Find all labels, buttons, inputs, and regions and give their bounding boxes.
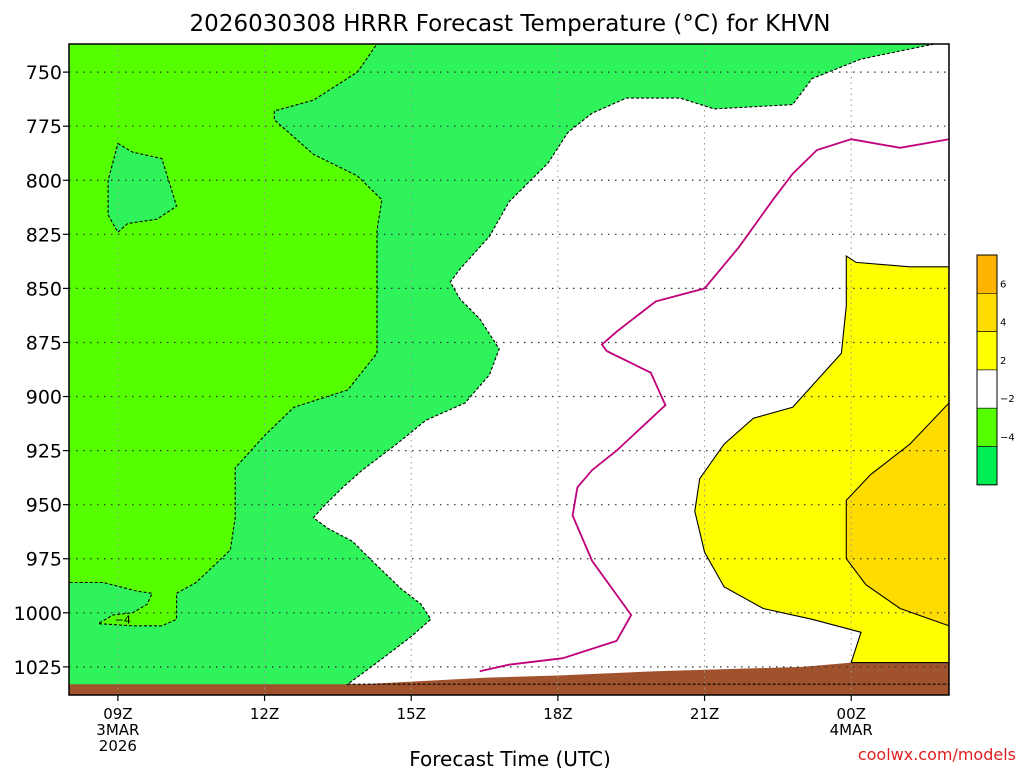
fill-region-4 xyxy=(846,403,949,626)
x-tick-label: 21Z xyxy=(690,705,719,723)
legend-swatch xyxy=(976,331,998,371)
x-tick-label: 18Z xyxy=(543,705,572,723)
plot-frame xyxy=(68,43,950,696)
x-axis-label: Forecast Time (UTC) xyxy=(409,747,611,768)
contour-4 xyxy=(845,402,949,627)
chart-title: 2026030308 HRRR Forecast Temperature (°C… xyxy=(190,11,831,37)
y-tick-label: 825 xyxy=(26,224,62,246)
contour-0 xyxy=(479,138,949,673)
x-tick-label: 15Z xyxy=(397,705,426,723)
y-tick-label: 1025 xyxy=(14,657,62,679)
legend-label: −4 xyxy=(1000,433,1015,444)
contour-label: −4 xyxy=(115,614,131,627)
legend-swatch xyxy=(976,407,998,447)
fill-region--4-island xyxy=(108,143,177,233)
grid-lines xyxy=(69,44,949,695)
x-tick-label: 12Z xyxy=(250,705,279,723)
legend-label: 4 xyxy=(1000,318,1006,329)
color-legend: 6 4 2 −2 −4 xyxy=(976,254,1015,486)
y-tick-label: 900 xyxy=(26,387,62,409)
x-tick-label: 00Z xyxy=(837,705,866,723)
legend-label: −2 xyxy=(1000,394,1015,405)
y-tick-label: 750 xyxy=(26,62,62,84)
contour-lines xyxy=(69,44,949,685)
legend-label: 2 xyxy=(1000,356,1006,367)
contour-2 xyxy=(694,254,949,664)
y-tick-label: 875 xyxy=(26,332,62,354)
legend-label: 6 xyxy=(1000,279,1006,290)
y-tick-label: 950 xyxy=(26,495,62,517)
legend-frame xyxy=(976,254,998,486)
contour-labels: −4 xyxy=(115,614,131,627)
y-tick-label: 925 xyxy=(26,441,62,463)
x-tick-label: 2026 xyxy=(99,737,137,755)
y-tick-label: 800 xyxy=(26,170,62,192)
legend-swatch xyxy=(976,254,998,294)
x-tick-label: 3MAR xyxy=(96,721,139,739)
legend-swatch xyxy=(976,292,998,332)
ground-terrain xyxy=(69,662,949,695)
legend-swatch xyxy=(976,446,998,486)
legend-swatch xyxy=(976,369,998,409)
y-tick-label: 775 xyxy=(26,116,62,138)
x-tick-label: 09Z xyxy=(103,705,132,723)
contour--4 xyxy=(69,44,383,627)
y-tick-label: 975 xyxy=(26,549,62,571)
x-tick-label: 4MAR xyxy=(830,721,873,739)
y-tick-label: 850 xyxy=(26,278,62,300)
contour--4-island xyxy=(107,142,178,234)
contour--2 xyxy=(312,44,949,685)
plot-area xyxy=(69,44,949,695)
y-tick-label: 1000 xyxy=(14,603,62,625)
credit-link[interactable]: coolwx.com/models xyxy=(858,745,1016,764)
y-axis: 750 775 800 825 850 875 900 925 950 975 1000 1025 xyxy=(14,62,69,679)
